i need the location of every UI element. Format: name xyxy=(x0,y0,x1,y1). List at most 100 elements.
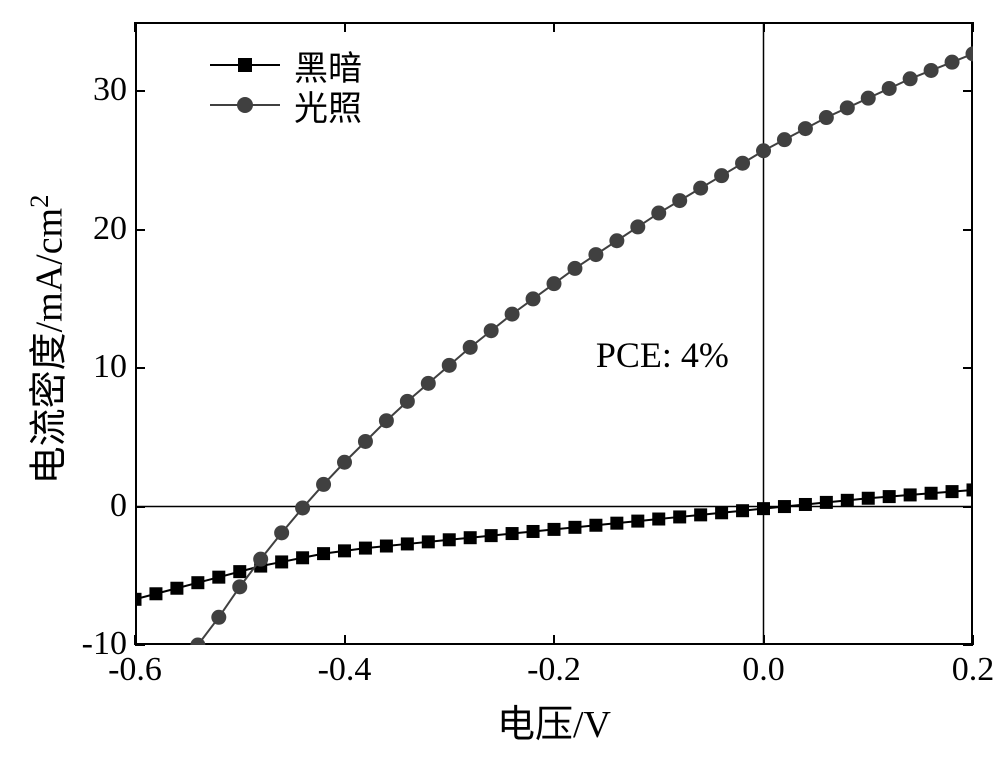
series-marker xyxy=(359,542,372,555)
series-marker xyxy=(841,494,854,507)
series-marker xyxy=(904,488,917,501)
series-marker xyxy=(526,291,541,306)
series-marker xyxy=(129,593,142,606)
series-marker xyxy=(442,358,457,373)
series-marker xyxy=(757,502,770,515)
x-tick-label: -0.4 xyxy=(310,651,380,689)
series-marker xyxy=(924,63,939,78)
x-tick-label: 0.0 xyxy=(729,651,799,689)
series-marker xyxy=(693,181,708,196)
series-marker xyxy=(883,490,896,503)
series-marker xyxy=(212,571,225,584)
series-marker xyxy=(861,91,876,106)
x-tick-top xyxy=(134,22,136,32)
series-marker xyxy=(548,523,561,536)
x-tick-label: -0.2 xyxy=(519,651,589,689)
series-marker xyxy=(925,487,938,500)
series-marker xyxy=(485,529,498,542)
series-marker xyxy=(232,579,247,594)
series-marker xyxy=(799,498,812,511)
circle-marker-icon xyxy=(237,97,253,113)
series-marker xyxy=(882,81,897,96)
series-marker xyxy=(358,434,373,449)
x-tick-top xyxy=(344,22,346,32)
x-tick xyxy=(553,635,555,645)
series-marker xyxy=(527,525,540,538)
series-marker xyxy=(253,552,268,567)
series-marker xyxy=(630,219,645,234)
y-tick-right xyxy=(963,367,973,369)
series-marker xyxy=(274,525,289,540)
series-marker xyxy=(316,477,331,492)
series-marker xyxy=(778,500,791,513)
series-marker xyxy=(715,506,728,519)
series-marker xyxy=(945,55,960,70)
series-marker xyxy=(211,610,226,625)
series-marker xyxy=(190,638,205,653)
x-tick xyxy=(763,635,765,645)
y-tick-right xyxy=(963,90,973,92)
legend-label: 光照 xyxy=(294,81,362,130)
series-marker xyxy=(567,261,582,276)
legend-item: 黑暗 xyxy=(210,45,362,85)
series-marker xyxy=(191,576,204,589)
x-tick-top xyxy=(972,22,974,32)
series-marker xyxy=(338,544,351,557)
series-marker xyxy=(422,535,435,548)
legend: 黑暗光照 xyxy=(210,45,362,125)
y-tick xyxy=(135,644,145,646)
series-marker xyxy=(233,565,246,578)
series-marker xyxy=(170,582,183,595)
x-axis-label: 电压/V xyxy=(135,693,973,748)
series-marker xyxy=(820,496,833,509)
pce-annotation: PCE: 4% xyxy=(596,334,729,376)
square-marker-icon xyxy=(238,58,252,72)
series-marker xyxy=(862,492,875,505)
series-marker xyxy=(610,517,623,530)
series-marker xyxy=(798,121,813,136)
series-marker xyxy=(694,508,707,521)
series-marker xyxy=(736,504,749,517)
y-tick xyxy=(135,229,145,231)
series-marker xyxy=(380,540,393,553)
series-marker xyxy=(967,483,980,496)
legend-item: 光照 xyxy=(210,85,362,125)
y-tick xyxy=(135,367,145,369)
series-marker xyxy=(840,100,855,115)
series-marker xyxy=(819,110,834,125)
series-marker xyxy=(379,413,394,428)
jv-chart: -0.6-0.4-0.20.00.2-100102030 电压/V 电流密度/m… xyxy=(0,0,1000,759)
series-marker xyxy=(463,340,478,355)
plot-svg xyxy=(0,0,1000,759)
x-tick xyxy=(344,635,346,645)
series-marker xyxy=(966,46,981,61)
series-marker xyxy=(547,276,562,291)
series-marker xyxy=(443,533,456,546)
series-marker xyxy=(337,455,352,470)
series-marker xyxy=(421,376,436,391)
series-marker xyxy=(756,143,771,158)
x-tick-top xyxy=(763,22,765,32)
series-marker xyxy=(568,521,581,534)
series-marker xyxy=(609,233,624,248)
series-marker xyxy=(672,193,687,208)
series-marker xyxy=(589,519,602,532)
series-marker xyxy=(631,515,644,528)
series-marker xyxy=(505,307,520,322)
x-tick-label: 0.2 xyxy=(938,651,1000,689)
series-marker xyxy=(714,168,729,183)
series-marker xyxy=(946,485,959,498)
y-tick-label: 30 xyxy=(57,71,127,109)
series-marker xyxy=(903,71,918,86)
y-tick-label: -10 xyxy=(57,625,127,663)
series-marker xyxy=(735,156,750,171)
legend-line xyxy=(210,64,280,66)
x-tick-top xyxy=(553,22,555,32)
series-marker xyxy=(484,323,499,338)
series-marker xyxy=(588,247,603,262)
series-marker xyxy=(652,513,665,526)
series-marker xyxy=(777,132,792,147)
series-marker xyxy=(400,394,415,409)
series-marker xyxy=(464,531,477,544)
series-marker xyxy=(673,510,686,523)
